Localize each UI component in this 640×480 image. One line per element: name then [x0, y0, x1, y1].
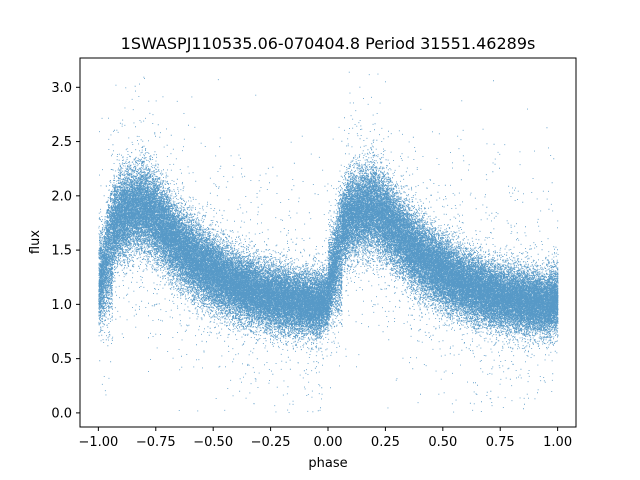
scatter-points: [98, 71, 559, 413]
y-tick-label: 2.0: [51, 189, 72, 204]
x-tick-label: 0.00: [314, 435, 343, 450]
y-tick-label: 2.5: [51, 135, 72, 150]
y-tick-label: 1.5: [51, 244, 72, 259]
x-tick-label: 1.00: [543, 435, 572, 450]
x-tick-label: −0.75: [136, 435, 176, 450]
y-axis-label: flux: [28, 230, 43, 254]
y-axis: 0.0 0.5 1.0 1.5 2.0 2.5 3.0: [51, 81, 80, 421]
x-tick-label: 0.50: [428, 435, 457, 450]
x-tick-label: −0.25: [251, 435, 291, 450]
x-axis: −1.00 −0.75 −0.50 −0.25 0.00 0.25 0.50 0.75 1.00: [78, 427, 572, 450]
x-tick-label: −1.00: [78, 435, 118, 450]
x-axis-label: phase: [308, 456, 347, 471]
data-points: [98, 71, 559, 413]
y-tick-label: 3.0: [51, 81, 72, 96]
chart-title: 1SWASPJ110535.06-070404.8 Period 31551.4…: [121, 34, 536, 53]
y-tick-label: 0.0: [51, 406, 72, 421]
y-tick-label: 0.5: [51, 352, 72, 367]
x-tick-label: 0.25: [371, 435, 400, 450]
plot-area: [79, 57, 577, 428]
y-tick-label: 1.0: [51, 298, 72, 313]
x-tick-label: 0.75: [486, 435, 515, 450]
x-tick-label: −0.50: [193, 435, 233, 450]
